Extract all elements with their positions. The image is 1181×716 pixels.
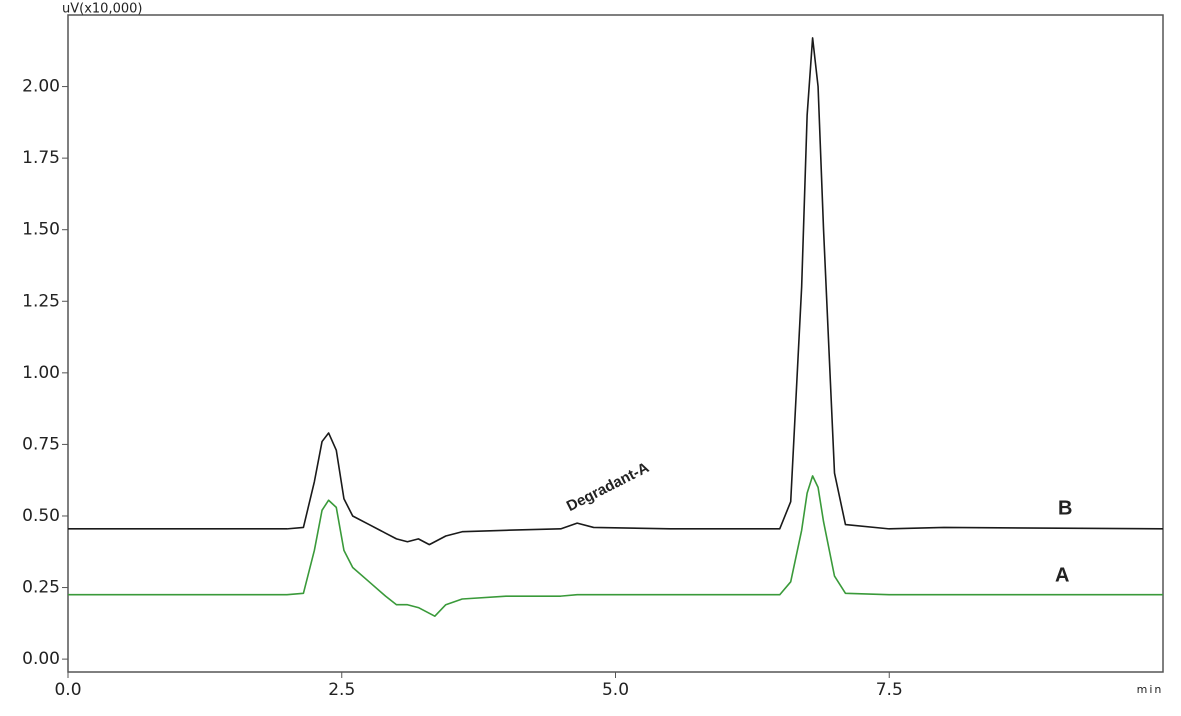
y-tick-label: 1.50 [22,220,60,240]
annotation: A [1055,564,1069,586]
y-tick-label: 2.00 [22,77,60,97]
series-line [68,37,1164,546]
series-line [68,475,1163,617]
y-axis-label: uV(x10,000) [62,2,142,17]
y-tick-label: 1.00 [22,363,60,383]
x-tick-label: 7.5 [876,680,903,700]
y-tick-label: 0.25 [22,578,60,598]
y-tick-label: 0.50 [22,506,60,526]
annotation: Degradant-A [564,459,652,515]
plot-frame [67,14,1164,673]
y-tick-label: 0.00 [22,649,60,669]
y-tick-label: 1.75 [22,148,60,168]
x-tick-label: 5.0 [602,680,629,700]
annotation: B [1058,497,1072,519]
x-tick-label: 2.5 [328,680,355,700]
y-tick-label: 1.25 [22,291,60,311]
y-tick-label: 0.75 [22,434,60,454]
x-tick-label: 0.0 [54,680,81,700]
x-axis-label: min [1137,683,1164,696]
